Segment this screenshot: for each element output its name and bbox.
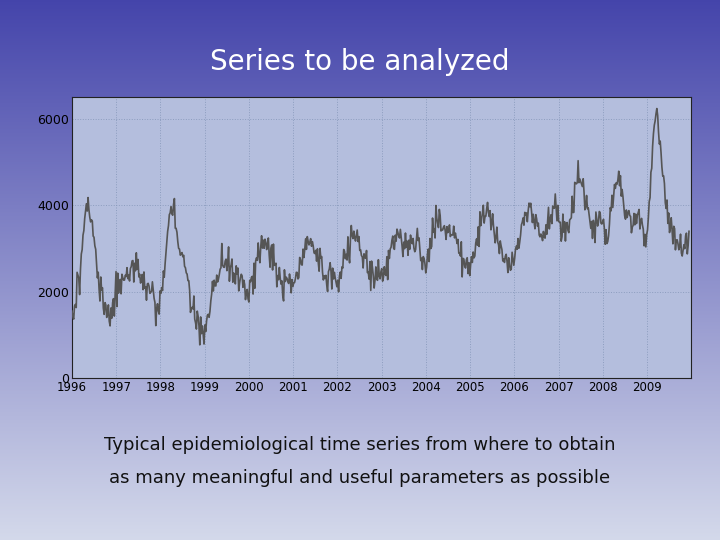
Text: as many meaningful and useful parameters as possible: as many meaningful and useful parameters… [109, 469, 611, 487]
Text: Typical epidemiological time series from where to obtain: Typical epidemiological time series from… [104, 436, 616, 455]
Text: Series to be analyzed: Series to be analyzed [210, 48, 510, 76]
